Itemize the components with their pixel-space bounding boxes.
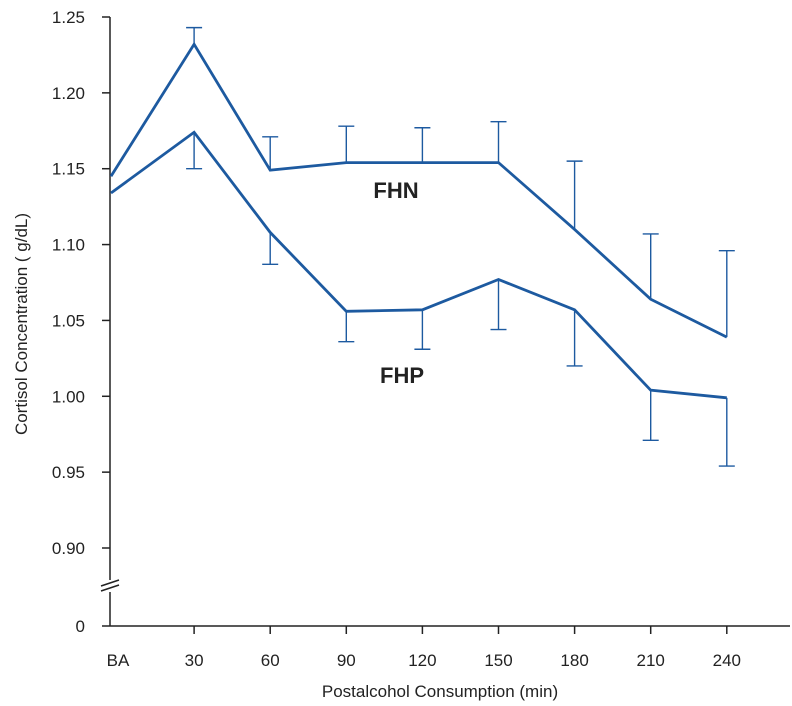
- x-tick-label: 120: [408, 651, 436, 670]
- y-tick-label: 1.00: [52, 387, 85, 406]
- series-line-fhn: [109, 41, 728, 339]
- y-tick-label: 1.15: [52, 160, 85, 179]
- series-label-fhn: FHN: [373, 178, 418, 203]
- axes: [100, 17, 790, 627]
- x-tick-label: 210: [637, 651, 665, 670]
- y-tick-label: 1.05: [52, 311, 85, 330]
- x-tick-label: 150: [484, 651, 512, 670]
- error-bars: [186, 26, 735, 467]
- x-tick-label: 60: [261, 651, 280, 670]
- y-tick-label: 0.90: [52, 539, 85, 558]
- x-tick-label: 30: [185, 651, 204, 670]
- y-tick-label: 1.20: [52, 84, 85, 103]
- x-tick-label: 240: [713, 651, 741, 670]
- x-axis-title: Postalcohol Consumption (min): [322, 682, 558, 701]
- series-label-fhp: FHP: [380, 363, 424, 388]
- axis-break-mark: [100, 579, 120, 592]
- series-line-fhp: [110, 130, 727, 400]
- x-tick-label: BA: [107, 651, 130, 670]
- y-tick-label: 0: [76, 617, 85, 636]
- y-tick-label: 1.25: [52, 8, 85, 27]
- y-axis-title: Cortisol Concentration ( g/dL): [12, 213, 31, 435]
- x-ticks: BA 30 60 90 120 150 180 210 240: [107, 626, 741, 670]
- series-lines: [109, 41, 728, 400]
- y-ticks: 1.25 1.20 1.15 1.10 1.05 1.00 0.95 0.90 0: [52, 8, 110, 636]
- series-labels: FHN FHP: [373, 178, 424, 388]
- x-tick-label: 90: [337, 651, 356, 670]
- x-tick-label: 180: [560, 651, 588, 670]
- y-tick-label: 1.10: [52, 236, 85, 255]
- y-tick-label: 0.95: [52, 463, 85, 482]
